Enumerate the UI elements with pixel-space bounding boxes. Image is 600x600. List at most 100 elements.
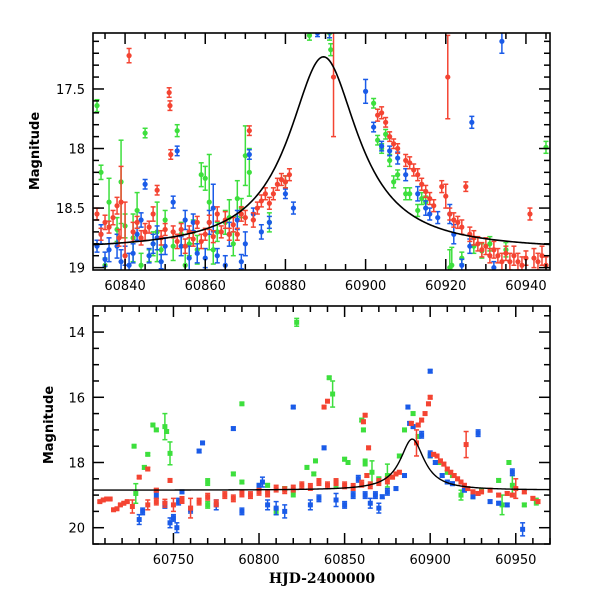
data-point-blue — [190, 213, 196, 232]
data-point-blue — [504, 502, 510, 508]
marker — [218, 229, 224, 235]
data-point-green — [265, 482, 271, 488]
marker — [141, 464, 147, 470]
marker — [202, 175, 208, 181]
marker — [360, 419, 366, 425]
data-point-green — [230, 471, 236, 477]
data-point-red — [129, 499, 135, 514]
data-point-green — [387, 153, 393, 168]
x-tick-label: 60900 — [345, 279, 386, 294]
marker — [419, 432, 425, 438]
data-point-red — [535, 499, 541, 505]
marker — [131, 443, 137, 449]
marker — [379, 494, 385, 500]
data-point-red — [415, 422, 421, 428]
data-point-red — [443, 183, 449, 209]
data-point-red — [266, 196, 272, 211]
data-point-green — [362, 458, 368, 467]
data-point-red — [258, 194, 264, 208]
marker — [170, 515, 176, 521]
data-point-green — [410, 411, 416, 417]
data-point-red — [439, 179, 445, 194]
y-tick-label: 14 — [68, 326, 85, 341]
marker — [496, 492, 502, 498]
marker — [266, 200, 272, 206]
x-tick-label: 60950 — [495, 553, 536, 568]
marker — [254, 205, 260, 211]
marker — [294, 319, 300, 325]
data-point-blue — [282, 188, 289, 200]
marker — [422, 411, 428, 417]
marker — [153, 499, 159, 505]
marker — [153, 427, 159, 433]
marker — [214, 229, 220, 235]
marker — [270, 191, 276, 197]
data-point-blue — [371, 121, 377, 133]
marker — [246, 128, 252, 134]
data-point-red — [479, 489, 485, 495]
marker — [463, 442, 469, 448]
marker — [258, 198, 264, 204]
marker — [106, 247, 112, 253]
marker — [427, 211, 433, 217]
marker — [316, 495, 322, 501]
data-point-red — [530, 495, 536, 501]
y-tick-label: 20 — [68, 522, 85, 537]
data-point-red — [463, 430, 469, 459]
marker — [145, 451, 151, 457]
data-point-red — [324, 398, 330, 404]
marker — [313, 458, 319, 464]
data-point-green — [506, 459, 512, 465]
data-point-red — [167, 477, 173, 483]
marker — [256, 482, 262, 488]
data-point-red — [487, 247, 493, 264]
data-point-red — [387, 131, 393, 143]
data-point-green — [202, 165, 208, 191]
data-point-green — [239, 479, 245, 485]
marker — [475, 241, 481, 247]
data-point-red — [419, 177, 425, 191]
data-point-red — [162, 222, 168, 237]
marker — [140, 508, 146, 514]
data-point-red — [511, 245, 517, 266]
data-point-blue — [142, 178, 148, 190]
marker — [509, 482, 515, 488]
marker — [202, 231, 208, 237]
data-point-blue — [379, 494, 385, 500]
marker — [408, 420, 414, 426]
data-point-blue — [316, 494, 322, 503]
data-point-red — [321, 404, 327, 410]
data-point-green — [383, 128, 389, 140]
marker — [415, 422, 421, 428]
marker — [328, 47, 334, 53]
marker — [372, 492, 378, 498]
data-point-blue — [384, 487, 390, 496]
marker — [475, 490, 481, 496]
data-point-red — [265, 489, 271, 498]
data-point-green — [214, 221, 220, 243]
marker — [333, 497, 339, 503]
data-point-green — [330, 380, 336, 408]
marker — [226, 231, 232, 237]
marker — [162, 217, 168, 223]
data-point-red — [463, 181, 469, 193]
marker — [371, 100, 377, 106]
marker — [138, 235, 144, 241]
data-point-red — [496, 492, 502, 498]
marker — [210, 205, 216, 211]
marker — [395, 145, 401, 152]
marker — [299, 482, 305, 488]
marker — [133, 490, 139, 496]
marker — [179, 497, 185, 503]
marker — [427, 451, 433, 457]
data-point-blue — [520, 522, 526, 537]
data-point-red — [194, 215, 200, 230]
marker — [487, 253, 493, 259]
data-point-red — [247, 491, 253, 500]
marker — [134, 231, 140, 237]
data-point-red — [425, 401, 431, 407]
marker — [495, 253, 501, 259]
marker — [467, 243, 473, 249]
marker — [461, 482, 467, 488]
